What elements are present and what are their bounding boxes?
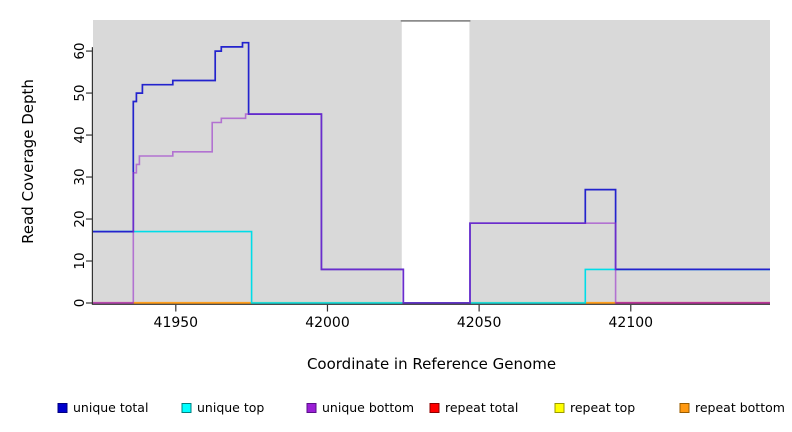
y-axis-tick-label: 60 xyxy=(72,42,88,59)
x-axis-tick-label: 41950 xyxy=(154,315,199,331)
chart-generated-content: 0 10 20 30 40 50 60 41950 42000 42050 42100 unique … xyxy=(57,19,785,415)
y-axis-tick-label: 30 xyxy=(72,168,88,185)
x-axis-tick-label: 42000 xyxy=(305,315,350,331)
legend-label-repeat-bottom: repeat bottom xyxy=(695,400,785,415)
legend-swatch-unique-total xyxy=(57,403,68,413)
y-axis-tick-label: 50 xyxy=(72,84,88,101)
panel-background-left xyxy=(93,20,402,303)
y-axis-tick-label: 0 xyxy=(72,299,88,308)
legend-label-unique-top: unique top xyxy=(197,400,264,415)
legend-label-unique-total: unique total xyxy=(73,400,148,415)
legend-swatch-unique-bottom xyxy=(306,403,317,413)
legend-label-repeat-top: repeat top xyxy=(570,400,635,415)
legend-swatch-repeat-top xyxy=(554,403,565,413)
legend-swatch-repeat-bottom xyxy=(679,403,690,413)
x-axis-tick-label: 42050 xyxy=(457,315,502,331)
y-axis-tick-label: 10 xyxy=(72,252,88,269)
legend-swatch-unique-top xyxy=(181,403,192,413)
legend-label-unique-bottom: unique bottom xyxy=(322,400,414,415)
panel-background-right xyxy=(469,20,770,303)
x-axis-tick-label: 42100 xyxy=(609,315,654,331)
y-axis-title: Read Coverage Depth xyxy=(19,79,37,244)
legend-swatch-repeat-total xyxy=(429,403,440,413)
y-axis-tick-label: 20 xyxy=(72,210,88,227)
legend-label-repeat-total: repeat total xyxy=(445,400,518,415)
x-axis-title: Coordinate in Reference Genome xyxy=(307,355,556,373)
y-axis-tick-label: 40 xyxy=(72,126,88,143)
series-line-unique-bottom xyxy=(93,113,770,304)
